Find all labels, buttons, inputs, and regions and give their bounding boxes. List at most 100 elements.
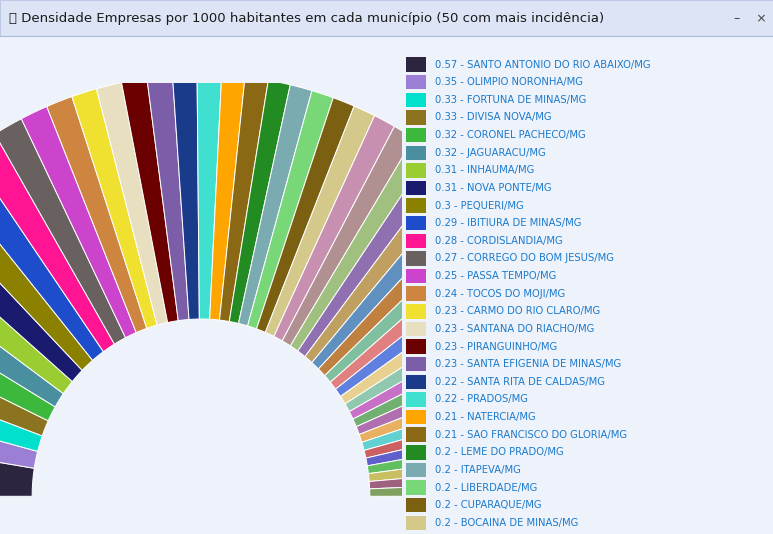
- FancyBboxPatch shape: [406, 57, 426, 72]
- FancyBboxPatch shape: [406, 410, 426, 424]
- Text: 0.22 - SANTA RITA DE CALDAS/MG: 0.22 - SANTA RITA DE CALDAS/MG: [435, 377, 605, 387]
- Text: 0.21 - SAO FRANCISCO DO GLORIA/MG: 0.21 - SAO FRANCISCO DO GLORIA/MG: [435, 430, 628, 439]
- Wedge shape: [0, 223, 73, 394]
- Wedge shape: [298, 151, 448, 357]
- FancyBboxPatch shape: [406, 216, 426, 231]
- FancyBboxPatch shape: [406, 75, 426, 89]
- FancyBboxPatch shape: [406, 427, 426, 442]
- Text: 0.2 - ITAPEVA/MG: 0.2 - ITAPEVA/MG: [435, 465, 521, 475]
- Wedge shape: [318, 193, 495, 375]
- FancyBboxPatch shape: [406, 128, 426, 143]
- Wedge shape: [197, 74, 222, 319]
- Text: 0.23 - CARMO DO RIO CLARO/MG: 0.23 - CARMO DO RIO CLARO/MG: [435, 307, 601, 316]
- FancyBboxPatch shape: [406, 163, 426, 177]
- Text: 0.28 - CORDISLANDIA/MG: 0.28 - CORDISLANDIA/MG: [435, 236, 563, 246]
- Wedge shape: [72, 89, 157, 328]
- Wedge shape: [0, 352, 43, 451]
- FancyBboxPatch shape: [406, 481, 426, 494]
- Wedge shape: [0, 119, 125, 344]
- Wedge shape: [121, 78, 179, 323]
- FancyBboxPatch shape: [406, 198, 426, 213]
- Wedge shape: [335, 241, 533, 396]
- Wedge shape: [257, 98, 354, 332]
- Text: 0.33 - DIVISA NOVA/MG: 0.33 - DIVISA NOVA/MG: [435, 113, 552, 122]
- Text: 0.31 - NOVA PONTE/MG: 0.31 - NOVA PONTE/MG: [435, 183, 552, 193]
- Wedge shape: [47, 97, 147, 333]
- Text: 0.23 - SANTANA DO RIACHO/MG: 0.23 - SANTANA DO RIACHO/MG: [435, 324, 594, 334]
- Text: 0.2 - BOCAINA DE MINAS/MG: 0.2 - BOCAINA DE MINAS/MG: [435, 518, 579, 528]
- Wedge shape: [282, 127, 414, 346]
- Wedge shape: [356, 331, 577, 435]
- Text: 0.2 - CUPARAQUE/MG: 0.2 - CUPARAQUE/MG: [435, 500, 542, 510]
- Text: 0.32 - JAGUARACU/MG: 0.32 - JAGUARACU/MG: [435, 148, 546, 158]
- Text: 0.25 - PASSA TEMPO/MG: 0.25 - PASSA TEMPO/MG: [435, 271, 557, 281]
- Text: 0.23 - PIRANGUINHO/MG: 0.23 - PIRANGUINHO/MG: [435, 342, 557, 351]
- Text: 0.23 - SANTA EFIGENIA DE MINAS/MG: 0.23 - SANTA EFIGENIA DE MINAS/MG: [435, 359, 621, 369]
- Text: –    ×: – ×: [734, 12, 767, 25]
- Wedge shape: [330, 225, 521, 389]
- FancyBboxPatch shape: [406, 462, 426, 477]
- FancyBboxPatch shape: [406, 375, 426, 389]
- Wedge shape: [274, 116, 394, 341]
- FancyBboxPatch shape: [406, 304, 426, 318]
- FancyBboxPatch shape: [406, 516, 426, 530]
- Wedge shape: [247, 91, 333, 329]
- FancyBboxPatch shape: [406, 234, 426, 248]
- Wedge shape: [369, 442, 601, 482]
- Wedge shape: [0, 172, 93, 371]
- Wedge shape: [366, 405, 597, 466]
- FancyBboxPatch shape: [406, 252, 426, 266]
- Wedge shape: [349, 295, 563, 419]
- Wedge shape: [0, 389, 38, 468]
- FancyBboxPatch shape: [406, 340, 426, 354]
- Text: 0.27 - CORREGO DO BOM JESUS/MG: 0.27 - CORREGO DO BOM JESUS/MG: [435, 254, 615, 263]
- Wedge shape: [369, 461, 603, 489]
- Wedge shape: [291, 138, 431, 351]
- Wedge shape: [340, 258, 544, 404]
- FancyBboxPatch shape: [406, 392, 426, 407]
- Text: 0.32 - CORONEL PACHECO/MG: 0.32 - CORONEL PACHECO/MG: [435, 130, 586, 140]
- Wedge shape: [345, 276, 554, 412]
- Wedge shape: [22, 106, 136, 337]
- Wedge shape: [0, 284, 55, 421]
- Wedge shape: [220, 77, 268, 321]
- Wedge shape: [0, 430, 34, 496]
- Text: 0.21 - NATERCIA/MG: 0.21 - NATERCIA/MG: [435, 412, 536, 422]
- Text: 0.57 - SANTO ANTONIO DO RIO ABAIXO/MG: 0.57 - SANTO ANTONIO DO RIO ABAIXO/MG: [435, 60, 651, 69]
- Wedge shape: [0, 197, 82, 382]
- Wedge shape: [0, 152, 104, 360]
- Text: 0.2 - LIBERDADE/MG: 0.2 - LIBERDADE/MG: [435, 483, 538, 492]
- FancyBboxPatch shape: [406, 286, 426, 301]
- Wedge shape: [147, 75, 189, 320]
- FancyBboxPatch shape: [406, 110, 426, 124]
- Wedge shape: [0, 317, 48, 436]
- Wedge shape: [209, 75, 245, 320]
- Wedge shape: [353, 312, 570, 427]
- Wedge shape: [172, 74, 199, 319]
- FancyBboxPatch shape: [406, 321, 426, 336]
- FancyBboxPatch shape: [406, 93, 426, 107]
- FancyBboxPatch shape: [406, 269, 426, 283]
- Wedge shape: [305, 164, 465, 363]
- Wedge shape: [239, 85, 312, 326]
- Text: 0.31 - INHAUMA/MG: 0.31 - INHAUMA/MG: [435, 166, 535, 175]
- Text: 0.24 - TOCOS DO MOJI/MG: 0.24 - TOCOS DO MOJI/MG: [435, 289, 566, 299]
- Wedge shape: [97, 83, 168, 325]
- Text: 0.29 - IBITIURA DE MINAS/MG: 0.29 - IBITIURA DE MINAS/MG: [435, 218, 582, 228]
- Wedge shape: [364, 387, 594, 458]
- Wedge shape: [230, 80, 291, 324]
- FancyBboxPatch shape: [406, 498, 426, 513]
- FancyBboxPatch shape: [406, 145, 426, 160]
- Text: 📊 Densidade Empresas por 1000 habitantes em cada município (50 com mais incidênc: 📊 Densidade Empresas por 1000 habitantes…: [9, 12, 604, 25]
- Wedge shape: [362, 368, 589, 451]
- FancyBboxPatch shape: [406, 357, 426, 372]
- Text: 0.22 - PRADOS/MG: 0.22 - PRADOS/MG: [435, 395, 529, 404]
- FancyBboxPatch shape: [406, 180, 426, 195]
- Wedge shape: [0, 134, 114, 352]
- Text: 0.3 - PEQUERI/MG: 0.3 - PEQUERI/MG: [435, 201, 524, 210]
- FancyBboxPatch shape: [406, 445, 426, 459]
- Wedge shape: [0, 252, 63, 407]
- Wedge shape: [265, 106, 375, 336]
- Text: 0.2 - LEME DO PRADO/MG: 0.2 - LEME DO PRADO/MG: [435, 447, 564, 457]
- Wedge shape: [312, 178, 481, 369]
